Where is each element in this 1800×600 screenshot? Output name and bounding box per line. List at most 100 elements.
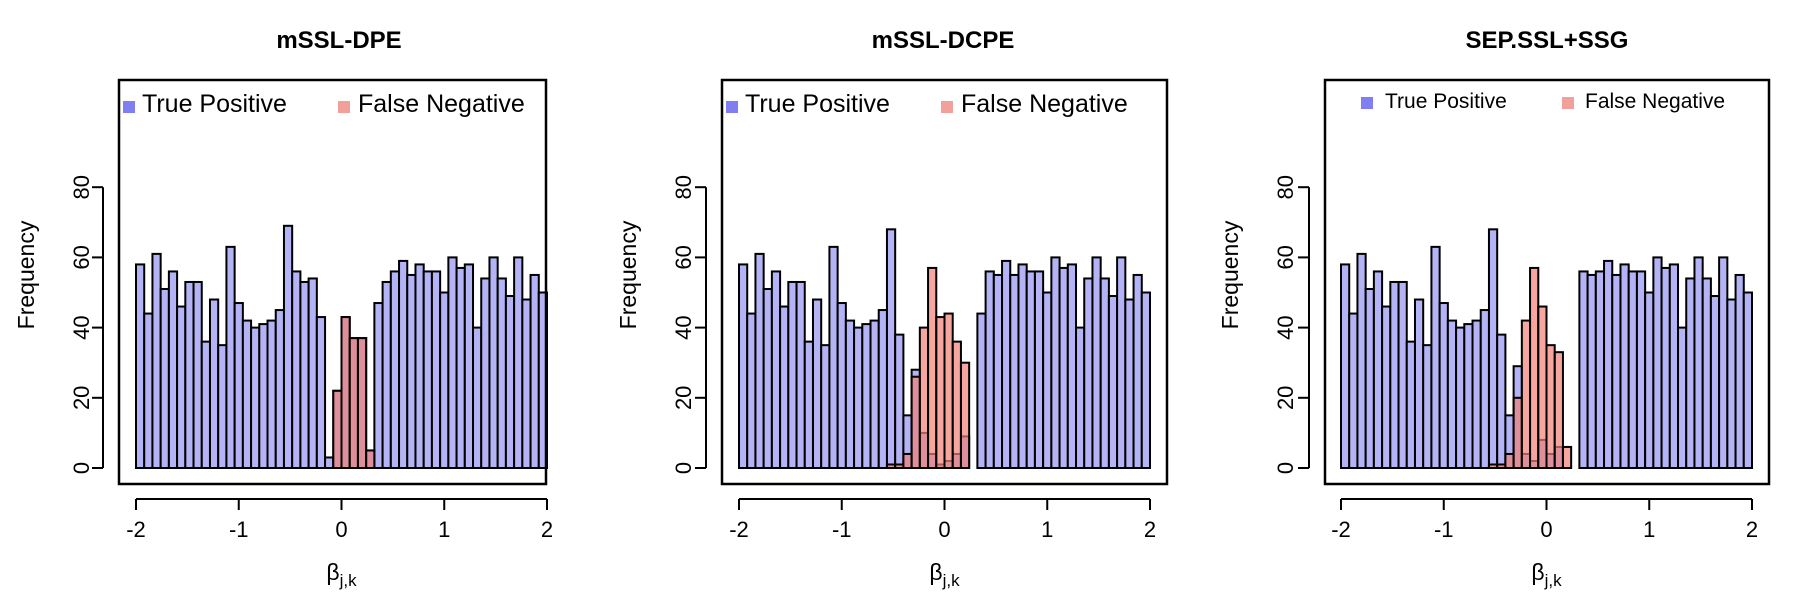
x-tick-label: 0 — [938, 517, 950, 542]
x-tick-label: 1 — [438, 517, 450, 542]
x-tick-label: -1 — [832, 517, 852, 542]
y-tick-label: 80 — [671, 175, 696, 199]
legend-swatch — [726, 101, 738, 113]
bar-true-positive — [504, 295, 516, 470]
x-tick-label: 0 — [335, 517, 347, 542]
x-axis-label-subscript: j,k — [339, 571, 358, 590]
bar-true-positive — [1455, 326, 1466, 469]
bar-true-positive — [266, 319, 277, 469]
bar-true-positive — [167, 270, 179, 469]
y-tick-label: 80 — [1273, 175, 1298, 199]
y-tick-label: 40 — [671, 315, 696, 339]
bar-true-positive — [1124, 298, 1135, 469]
x-tick-label: 1 — [1643, 517, 1655, 542]
legend-swatch — [1562, 97, 1574, 109]
bar-true-positive — [389, 270, 401, 469]
bar-true-positive — [1356, 252, 1367, 469]
x-tick-label: 1 — [1041, 517, 1053, 542]
legend-swatch — [941, 101, 953, 113]
bar-true-positive — [299, 280, 310, 469]
bar-true-positive — [406, 273, 417, 470]
legend-label: False Negative — [961, 90, 1128, 118]
legend: True Positive False Negative — [123, 90, 525, 118]
bar-true-positive — [274, 309, 285, 469]
bar-true-positive — [1075, 326, 1086, 469]
bar-false-negative — [894, 463, 905, 469]
x-axis-label: βj,k — [1531, 559, 1562, 590]
y-tick-label: 40 — [1273, 315, 1298, 339]
bar-true-positive — [135, 263, 146, 470]
bar-true-positive — [1009, 273, 1020, 470]
bar-true-positive — [1066, 263, 1078, 470]
bar-true-positive — [1660, 266, 1671, 469]
bar-true-positive — [463, 263, 475, 470]
bar-true-positive — [1726, 298, 1737, 469]
bar-true-positive — [820, 344, 831, 469]
bar-true-positive — [1479, 309, 1490, 469]
bar-true-positive — [1132, 273, 1143, 470]
bar-true-positive — [1430, 245, 1441, 469]
bar-true-positive — [894, 333, 905, 469]
bar-true-positive — [1413, 298, 1425, 469]
bar-true-positive — [1025, 270, 1036, 469]
bar-false-negative — [1545, 344, 1556, 469]
bar-true-positive — [521, 298, 532, 469]
bar-true-positive — [1017, 263, 1028, 470]
bar-true-positive — [217, 344, 228, 469]
bar-true-positive — [1668, 263, 1680, 470]
bar-true-positive — [803, 340, 814, 470]
bar-true-positive — [496, 277, 507, 469]
bar-true-positive — [746, 312, 757, 469]
bar-true-positive — [738, 263, 749, 470]
bar-true-positive — [143, 312, 154, 469]
bar-true-positive — [472, 326, 483, 469]
bar-true-positive — [1693, 256, 1704, 469]
panel-3: SEP.SSL+SSG -2 -1 0 1 2 βj,k 0 20 40 60 80 Frequency… — [1217, 27, 1771, 590]
bar-false-negative — [1487, 463, 1499, 469]
false-negative-bars — [1487, 266, 1573, 470]
bar-true-positive — [414, 263, 425, 470]
bar-true-positive — [1471, 319, 1482, 469]
x-tick-label: -2 — [729, 517, 749, 542]
bar-true-positive — [1627, 270, 1638, 469]
y-tick-label: 60 — [671, 245, 696, 269]
bar-true-positive — [488, 256, 499, 469]
bar-true-positive — [1611, 273, 1622, 470]
bar-true-positive — [151, 252, 162, 469]
bar-true-positive — [241, 319, 253, 469]
bar-true-positive — [480, 277, 491, 469]
bar-true-positive — [1701, 277, 1712, 469]
bar-true-positive — [291, 270, 302, 469]
legend: True Positive False Negative — [726, 90, 1128, 118]
bar-true-positive — [869, 319, 880, 469]
bar-false-negative — [959, 361, 971, 470]
y-tick-label: 0 — [1273, 462, 1298, 474]
bar-true-positive — [787, 280, 798, 469]
bar-true-positive — [1685, 277, 1696, 469]
legend-label: False Negative — [358, 90, 525, 118]
x-axis-label: βj,k — [929, 559, 960, 590]
bar-true-positive — [770, 270, 782, 469]
bar-true-positive — [176, 305, 187, 470]
bar-true-positive — [1372, 270, 1384, 469]
plot-box — [720, 78, 1169, 486]
bar-true-positive — [984, 270, 995, 469]
bar-true-positive — [1644, 291, 1655, 469]
bar-true-positive — [1619, 263, 1630, 470]
bar-true-positive — [373, 302, 384, 469]
panel-1: mSSL-DPE -2 -1 0 1 2 βj,k 0 20 40 60 80 Frequency Tru… — [13, 27, 553, 590]
bar-true-positive — [1586, 273, 1597, 470]
x-tick-label: -1 — [1434, 517, 1454, 542]
legend-label: False Negative — [1585, 90, 1725, 113]
bar-true-positive — [754, 252, 765, 469]
bar-true-positive — [1001, 259, 1012, 469]
bar-true-positive — [200, 340, 211, 470]
bar-false-negative — [1520, 319, 1532, 469]
bar-true-positive — [1635, 270, 1647, 469]
bar-true-positive — [1381, 305, 1392, 470]
bar-true-positive — [233, 302, 244, 469]
y-axis-label: Frequency — [13, 220, 39, 329]
bar-true-positive — [1578, 270, 1589, 469]
bar-true-positive — [447, 256, 458, 469]
